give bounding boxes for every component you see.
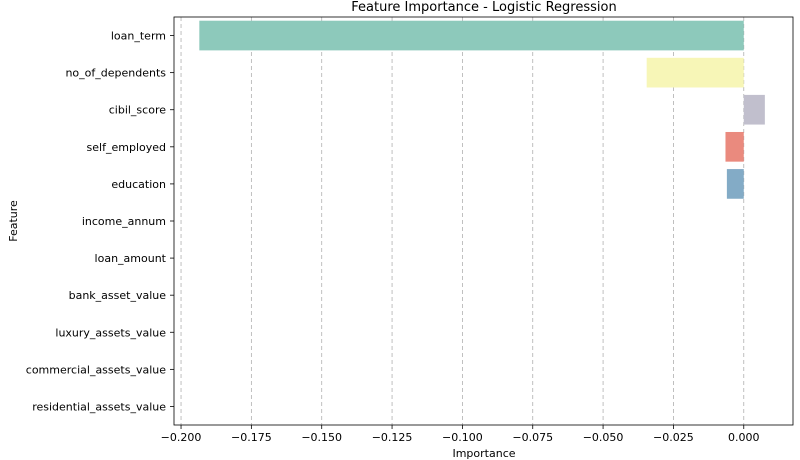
x-axis-label: Importance [452, 447, 515, 460]
y-tick-label: income_annum [82, 215, 166, 228]
x-tick-label: 0.000 [728, 431, 760, 444]
y-tick-label: residential_assets_value [32, 400, 166, 413]
y-tick-label: loan_term [111, 30, 166, 43]
y-tick-label: luxury_assets_value [55, 326, 166, 339]
x-tick-label: −0.100 [442, 431, 483, 444]
x-tick-label: −0.200 [161, 431, 202, 444]
y-tick-label: commercial_assets_value [26, 363, 166, 376]
y-tick-label: self_employed [87, 141, 166, 154]
bar-education [726, 169, 744, 199]
grid-lines [180, 17, 745, 425]
x-tick-label: −0.150 [301, 431, 342, 444]
x-tick-label: −0.025 [653, 431, 694, 444]
y-ticks: loan_term no_of_dependents cibil_scoreself… [26, 30, 174, 413]
x-tick-label: −0.050 [583, 431, 624, 444]
y-tick-label: no_of_dependents [65, 67, 166, 80]
y-tick-label: cibil_score [109, 104, 166, 117]
y-tick-label: loan_amount [95, 252, 167, 265]
x-ticks: −0.200 −0.175 −0.150 −0.125 −0.100 −0.075 −0.0… [161, 425, 760, 444]
bar-loan-term [199, 20, 744, 51]
bars [199, 20, 765, 199]
bar-cibil-score [743, 94, 765, 125]
x-tick-label: −0.175 [231, 431, 272, 444]
bar-no-of-dependents [646, 57, 744, 88]
y-tick-label: education [111, 178, 166, 191]
x-tick-label: −0.075 [512, 431, 553, 444]
x-tick-label: −0.125 [372, 431, 413, 444]
y-tick-label: bank_asset_value [69, 289, 167, 302]
bar-self-employed [725, 131, 744, 162]
chart-title: Feature Importance - Logistic Regression [351, 0, 616, 15]
y-axis-label: Feature [7, 200, 20, 242]
